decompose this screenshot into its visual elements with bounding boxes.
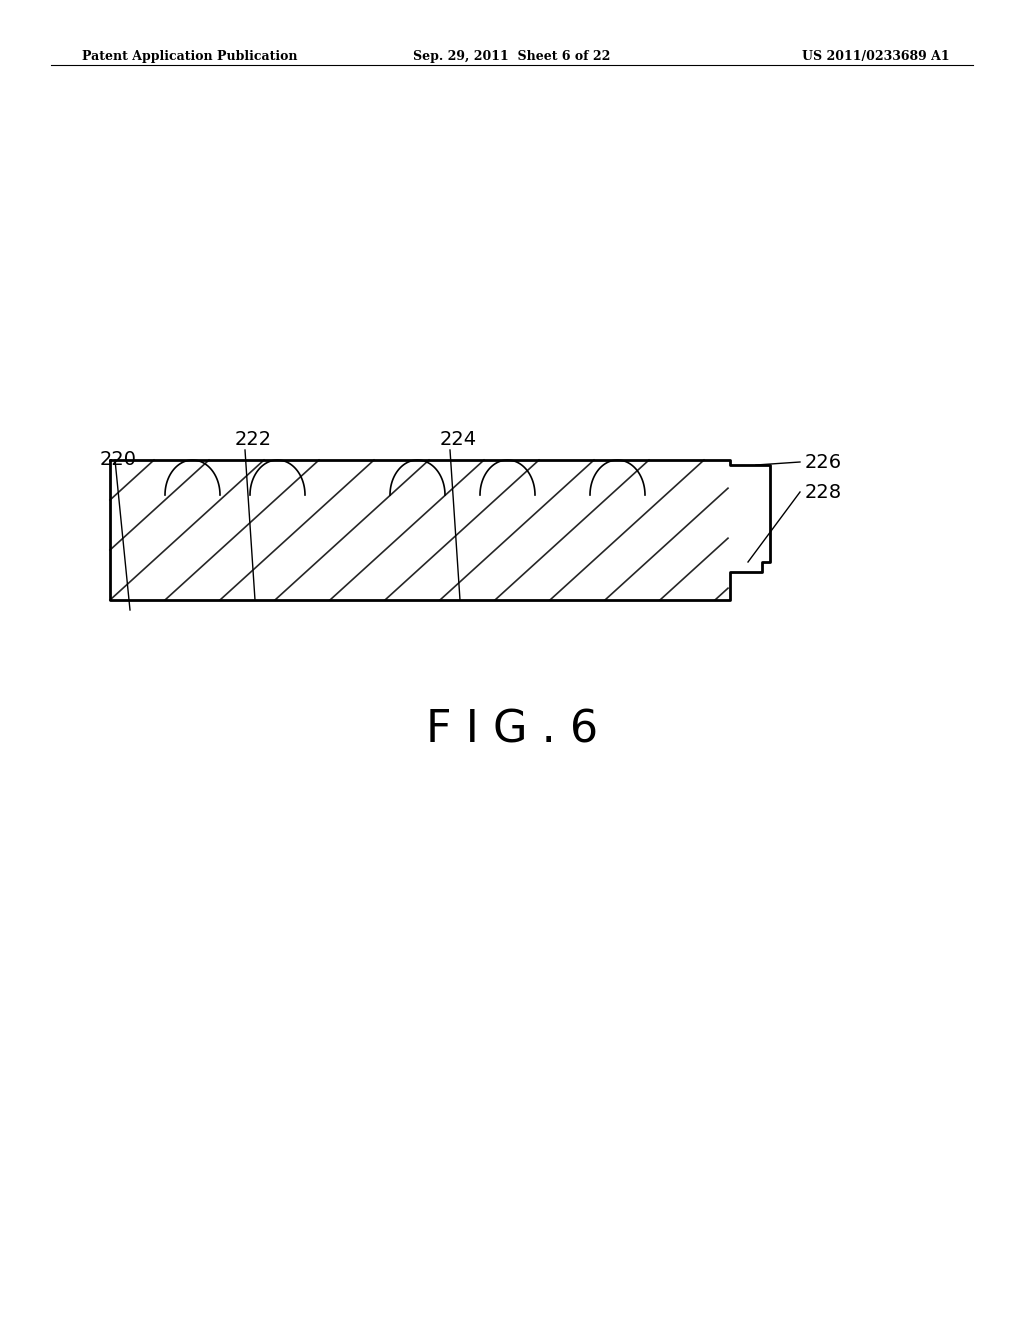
Text: 228: 228 (805, 483, 842, 502)
Text: F I G . 6: F I G . 6 (426, 709, 598, 751)
Text: Patent Application Publication: Patent Application Publication (82, 50, 298, 63)
Text: Sep. 29, 2011  Sheet 6 of 22: Sep. 29, 2011 Sheet 6 of 22 (414, 50, 610, 63)
Text: 222: 222 (234, 430, 272, 449)
Text: 226: 226 (805, 453, 842, 471)
Text: 224: 224 (440, 430, 477, 449)
Text: US 2011/0233689 A1: US 2011/0233689 A1 (803, 50, 950, 63)
Text: 220: 220 (100, 450, 137, 469)
